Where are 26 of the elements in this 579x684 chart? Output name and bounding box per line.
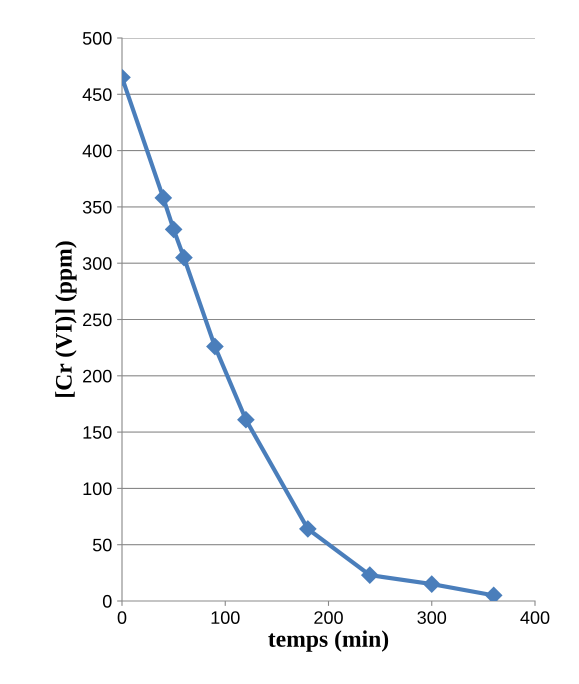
point (165, 220, 182, 238)
y-tick-label: 0 (102, 594, 112, 608)
x-tick-label: 400 (520, 611, 550, 624)
x-tick-label: 300 (417, 611, 446, 624)
y-tick-label: 300 (82, 257, 112, 270)
y-tick-label: 150 (84, 426, 112, 439)
x-tick-label: 0 (118, 611, 126, 624)
point (361, 566, 378, 584)
y-tick-label: 350 (82, 200, 112, 214)
point (154, 189, 172, 206)
y-tick-label: 500 (82, 32, 112, 45)
y-tick-label: 450 (82, 88, 112, 102)
point (175, 249, 192, 266)
y-tick-label: 200 (83, 370, 112, 383)
y-tick-label: 50 (92, 538, 112, 552)
y-tick-label: 400 (82, 144, 112, 158)
point (206, 338, 224, 356)
x-axis-title: temps (min) (268, 630, 388, 652)
point (299, 520, 316, 538)
point (423, 576, 440, 593)
x-tick-label: 200 (314, 611, 343, 624)
x-tick-label: 100 (212, 611, 240, 624)
y-tick-label: 250 (83, 313, 112, 326)
y-axis-title: [Cr (VI)] (ppm) (55, 241, 77, 397)
y-tick-label: 100 (84, 482, 112, 496)
point (237, 411, 254, 428)
